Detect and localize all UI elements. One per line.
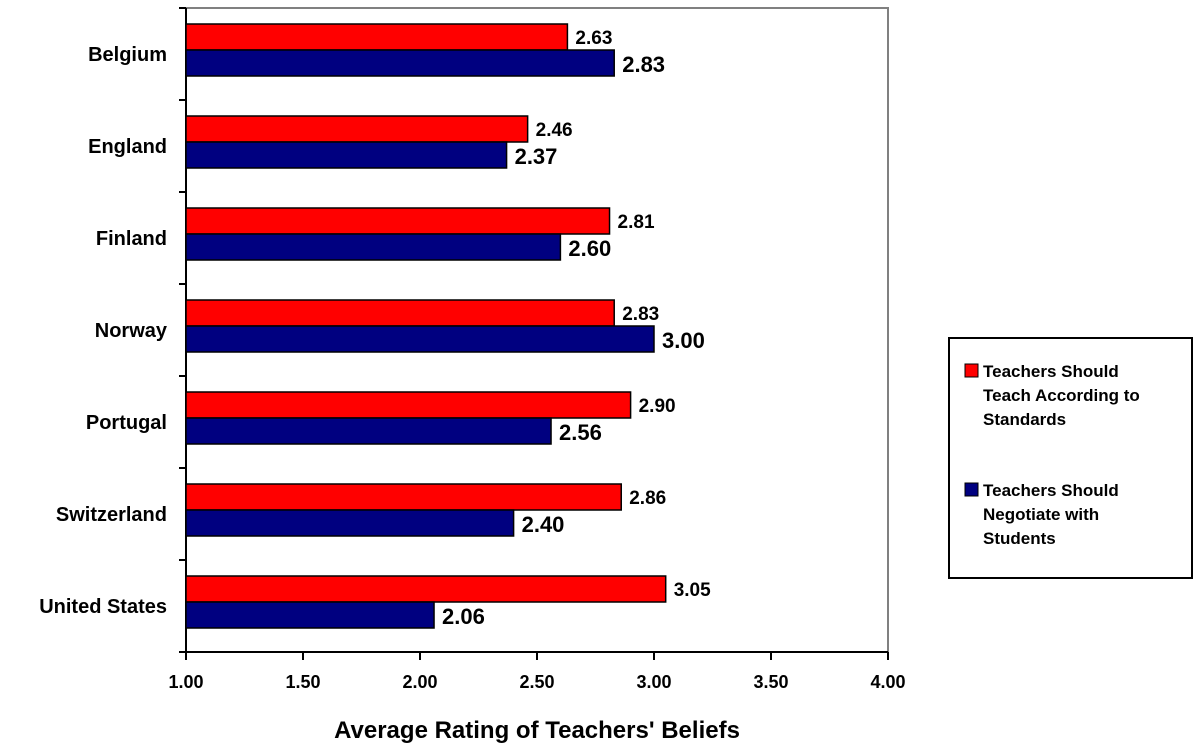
- x-tick-label: 1.00: [168, 672, 203, 692]
- x-tick-label: 1.50: [285, 672, 320, 692]
- legend: Teachers Should Teach According to Standar…: [948, 337, 1193, 579]
- bar-standards-belgium: [185, 23, 569, 51]
- bar-standards-finland: [185, 207, 611, 235]
- bar-value-label: 2.63: [575, 28, 612, 49]
- x-tick-label: 2.50: [519, 672, 554, 692]
- bar-negotiate-finland: [185, 233, 562, 261]
- x-tick-label: 3.50: [753, 672, 788, 692]
- category-label-united-states: United States: [39, 596, 167, 618]
- category-labels-group: Belgium England Finland Norway Portugal Switz…: [39, 44, 168, 618]
- bars-group: [185, 23, 667, 629]
- legend-box: [948, 337, 1193, 579]
- bar-value-label: 2.46: [536, 120, 573, 141]
- legend-label-line: Standards: [983, 410, 1066, 429]
- legend-label-line: Teachers Should: [983, 481, 1119, 500]
- category-label-england: England: [88, 136, 167, 158]
- bar-negotiate-belgium: [185, 49, 615, 77]
- bar-value-label: 2.56: [559, 420, 602, 445]
- legend-swatch-negotiate: [964, 482, 979, 497]
- bar-standards-portugal: [185, 391, 632, 419]
- x-tick-label: 3.00: [636, 672, 671, 692]
- bar-value-label: 2.83: [622, 304, 659, 325]
- bar-standards-norway: [185, 299, 615, 327]
- category-label-norway: Norway: [95, 320, 168, 342]
- legend-label-line: Teachers Should: [983, 362, 1119, 381]
- legend-label-standards: Teachers Should Teach According to Standar…: [983, 362, 1140, 429]
- bar-value-label: 2.83: [622, 52, 665, 77]
- bar-negotiate-portugal: [185, 417, 552, 445]
- x-tick-label: 4.00: [870, 672, 905, 692]
- bar-negotiate-norway: [185, 325, 655, 353]
- bar-standards-switzerland: [185, 483, 622, 511]
- legend-label-negotiate: Teachers Should Negotiate with Students: [983, 481, 1119, 548]
- category-label-finland: Finland: [96, 228, 167, 250]
- category-label-portugal: Portugal: [86, 412, 167, 434]
- legend-label-line: Negotiate with: [983, 505, 1099, 524]
- category-label-switzerland: Switzerland: [56, 504, 167, 526]
- bar-negotiate-england: [185, 141, 508, 169]
- legend-label-line: Teach According to: [983, 386, 1140, 405]
- bar-value-label: 2.40: [522, 512, 565, 537]
- x-axis-title: Average Rating of Teachers' Beliefs: [334, 717, 740, 744]
- legend-label-line: Students: [983, 529, 1056, 548]
- bar-value-label: 2.37: [515, 144, 558, 169]
- bar-standards-united-states: [185, 575, 667, 603]
- bar-negotiate-switzerland: [185, 509, 515, 537]
- category-label-belgium: Belgium: [88, 44, 167, 66]
- bar-value-label: 2.90: [639, 396, 676, 417]
- bar-negotiate-united-states: [185, 601, 435, 629]
- bar-value-label: 3.05: [674, 580, 711, 601]
- bar-value-label: 2.60: [568, 236, 611, 261]
- bar-standards-england: [185, 115, 529, 143]
- bar-value-label: 2.06: [442, 604, 485, 629]
- value-labels-group: 2.632.832.462.372.812.602.833.002.902.56…: [442, 28, 711, 629]
- x-tick-label: 2.00: [402, 672, 437, 692]
- bar-value-label: 2.86: [629, 488, 666, 509]
- legend-swatch-standards: [964, 363, 979, 378]
- bar-value-label: 3.00: [662, 328, 705, 353]
- bar-value-label: 2.81: [618, 212, 655, 233]
- x-axis: 1.00 1.50 2.00 2.50 3.00 3.50 4.00: [168, 651, 906, 692]
